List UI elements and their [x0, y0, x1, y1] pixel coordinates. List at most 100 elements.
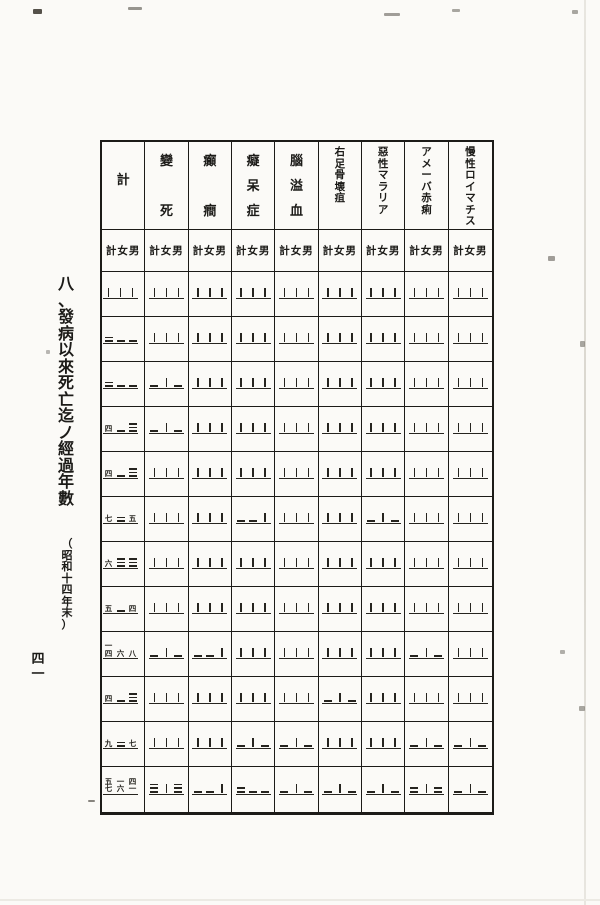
- cell-marks: 四: [103, 689, 138, 704]
- cell-marks: [148, 464, 184, 479]
- value-mark: [466, 783, 475, 793]
- cell-marks: [278, 374, 314, 389]
- cell-marks: [278, 734, 314, 749]
- vertical-char: 性: [377, 157, 389, 170]
- cell-marks: [452, 419, 488, 434]
- vertical-char: イ: [465, 180, 476, 193]
- value-mark: [217, 738, 226, 747]
- numeral-stroke: [128, 696, 137, 699]
- value-mark: [249, 378, 258, 387]
- dash-tick: [481, 288, 484, 297]
- value-mark: 五七: [104, 776, 113, 793]
- dash-tick: [351, 378, 353, 387]
- dash-tick: [264, 288, 266, 297]
- numeral-stroke: [128, 423, 137, 425]
- value-mark: [410, 603, 419, 612]
- value-mark: [292, 603, 301, 612]
- numeral-kanji: 四: [105, 424, 113, 433]
- value-mark: [454, 789, 463, 793]
- column-header-4: 腦溢血: [275, 142, 319, 229]
- value-mark: [150, 738, 159, 747]
- numeral-stroke: [128, 565, 137, 567]
- dash-tick: [197, 288, 199, 297]
- value-mark: [454, 513, 463, 522]
- cell-marks: [322, 284, 358, 299]
- table-cell: [449, 587, 492, 631]
- numeral-kanji: 五: [105, 604, 113, 613]
- value-mark: [261, 423, 270, 432]
- value-mark: [128, 338, 137, 342]
- value-mark: [261, 378, 270, 387]
- dash-tick: [469, 783, 472, 793]
- table-cell: [275, 677, 319, 721]
- dash-tick: [382, 468, 384, 477]
- dash-tick: [197, 378, 199, 387]
- numeral-stroke: [454, 745, 463, 747]
- cell-marks: [322, 689, 358, 704]
- numeral-stroke: [128, 385, 137, 387]
- vertical-char: 溢: [289, 179, 303, 194]
- table-cell: [319, 452, 362, 496]
- value-mark: [379, 288, 388, 297]
- value-mark: [205, 468, 214, 477]
- value-mark: [193, 513, 202, 522]
- column-header-5: 右足骨壊疽: [319, 142, 362, 229]
- dash-tick: [351, 648, 353, 657]
- value-mark: [422, 693, 431, 702]
- value-mark: [205, 653, 214, 657]
- numeral-stroke: [237, 520, 246, 522]
- vertical-char: 五: [104, 776, 113, 786]
- value-mark: [323, 648, 332, 657]
- cell-marks: [408, 374, 444, 389]
- vertical-char: 慢: [465, 146, 476, 158]
- value-mark: [249, 288, 258, 297]
- dash-tick: [209, 558, 211, 567]
- value-mark: [434, 423, 443, 432]
- dash-tick: [240, 648, 242, 657]
- value-mark: 六: [104, 559, 113, 568]
- subheader-cell: 計女男: [453, 245, 488, 257]
- vertical-char: 一: [116, 776, 125, 786]
- dash-tick: [252, 558, 254, 567]
- cell-marks: [148, 329, 184, 344]
- cell-marks: [235, 329, 271, 344]
- cell-marks: [235, 644, 271, 659]
- dash-tick: [177, 558, 180, 567]
- cell-marks: 九七: [103, 734, 138, 749]
- value-mark: [193, 468, 202, 477]
- dash-tick: [370, 333, 372, 342]
- table-cell: [145, 587, 189, 631]
- value-mark: [128, 288, 137, 297]
- dash-tick: [283, 558, 286, 567]
- column-header-7: アメーバ赤痢: [405, 142, 449, 229]
- value-mark: [150, 288, 159, 297]
- value-mark: [205, 789, 214, 793]
- value-mark: [478, 743, 487, 747]
- value-mark: [304, 693, 313, 702]
- value-mark: [128, 556, 137, 567]
- value-mark: [323, 698, 332, 702]
- table-cell: [145, 272, 189, 316]
- dash-tick: [394, 738, 396, 747]
- dash-tick: [425, 288, 428, 297]
- vertical-char: 痢: [421, 203, 432, 216]
- value-mark: [478, 603, 487, 612]
- table-cell: [232, 632, 276, 676]
- table-cell: [449, 497, 492, 541]
- dash-tick: [177, 603, 180, 612]
- numeral-stroke: [304, 790, 313, 793]
- vertical-char: 腦: [289, 154, 303, 169]
- value-mark: [410, 693, 419, 702]
- table-cell: [189, 767, 232, 812]
- value-mark: [347, 698, 356, 702]
- dash-tick: [425, 738, 428, 747]
- numeral-stroke: [434, 787, 443, 789]
- value-mark: [193, 288, 202, 297]
- column-header-2: 癲癎: [189, 142, 232, 229]
- cell-marks: [192, 284, 228, 299]
- scan-speck: [560, 650, 565, 654]
- table-cell: [232, 587, 276, 631]
- vertical-char: リ: [377, 192, 389, 204]
- cell-marks: [365, 689, 401, 704]
- numeral-stroke: [237, 790, 246, 793]
